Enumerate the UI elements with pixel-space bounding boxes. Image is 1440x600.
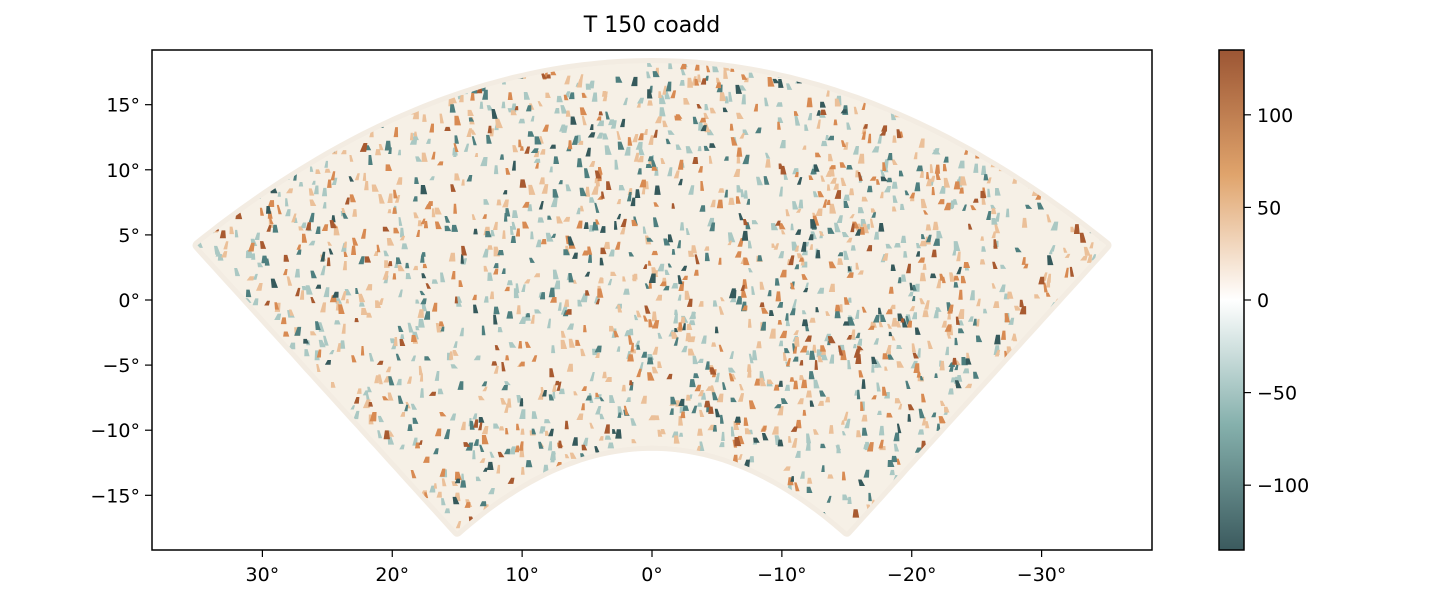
colorbar-tick-label: −100 xyxy=(1257,475,1309,497)
y-tick-label: 10° xyxy=(106,160,140,182)
temperature-map xyxy=(197,63,1107,532)
colorbar-tick-label: 0 xyxy=(1257,290,1269,312)
x-tick-label: 30° xyxy=(246,564,280,586)
y-tick-label: 5° xyxy=(118,225,140,247)
y-tick-label: 0° xyxy=(118,290,140,312)
colorbar-tick-label: 50 xyxy=(1257,197,1281,219)
x-axis: 30° 20° 10° 0° −10° −20° −30° xyxy=(246,550,1067,586)
colorbar-axis: 100 50 0 −50 −100 xyxy=(1244,105,1309,497)
x-tick-label: 10° xyxy=(505,564,539,586)
colorbar xyxy=(1218,49,1245,551)
x-tick-label: −20° xyxy=(887,564,937,586)
y-tick-label: 15° xyxy=(106,95,140,117)
colorbar-tick-label: 100 xyxy=(1257,105,1293,127)
map-region xyxy=(192,58,1112,537)
x-tick-label: −30° xyxy=(1017,564,1067,586)
x-tick-label: 20° xyxy=(375,564,409,586)
colorbar-tick-label: −50 xyxy=(1257,383,1297,405)
x-tick-label: −10° xyxy=(757,564,807,586)
y-tick-label: −15° xyxy=(90,485,140,507)
speckle-light-orange xyxy=(211,66,1107,529)
x-tick-label: 0° xyxy=(641,564,663,586)
chart-title: T 150 coadd xyxy=(583,13,720,38)
y-tick-label: −5° xyxy=(102,355,140,377)
y-tick-label: −10° xyxy=(90,420,140,442)
y-axis: 15° 10° 5° 0° −5° −10° −15° xyxy=(90,95,152,507)
